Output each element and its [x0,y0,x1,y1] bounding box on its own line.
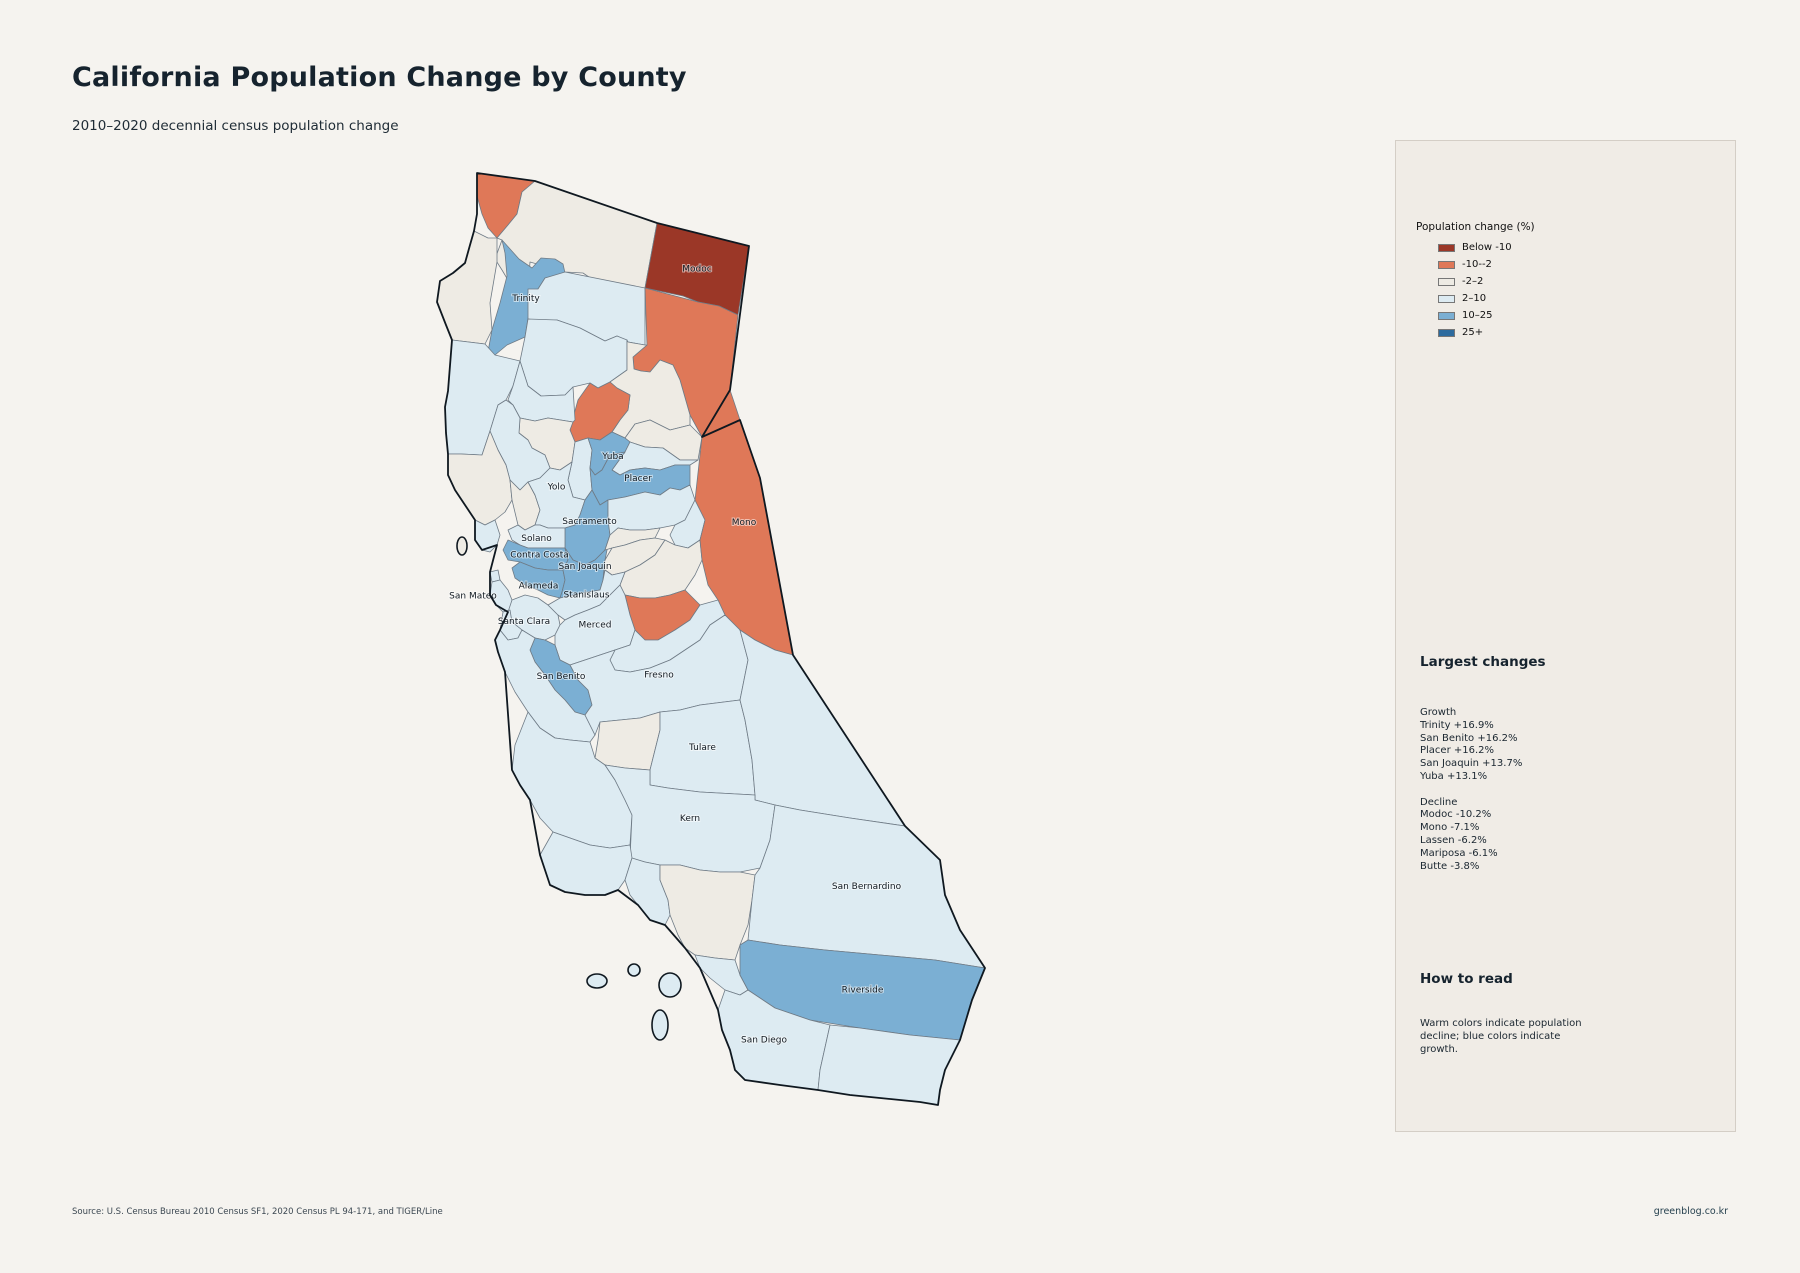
county-label-kern: Kern [680,814,700,824]
county-ventura[interactable] [624,857,671,926]
legend-item: Below -10 [1438,239,1535,256]
legend-label: Below -10 [1462,242,1512,253]
legend-label: 25+ [1462,327,1484,338]
county-label-placer: Placer [624,474,652,484]
county-label-sacramento: Sacramento [562,517,617,527]
county-label-stanislaus: Stanislaus [563,591,609,601]
decline-item: Modoc -10.2% [1420,809,1492,821]
county-kern[interactable] [604,764,776,873]
page-title: California Population Change by County [72,62,687,93]
county-san-luis-obispo[interactable] [651,1009,669,1041]
map-legend: Population change (%) Below -10 -10--2 -2–… [1416,221,1535,341]
county-label-santa-clara: Santa Clara [498,617,550,627]
decline-item: Lassen -6.2% [1420,834,1487,846]
channel-islands [456,536,682,1041]
county-los-angeles[interactable] [659,864,756,961]
legend-swatch [1438,311,1455,320]
county-label-riverside: Riverside [842,986,884,996]
decline-item: Mariposa -6.1% [1420,847,1498,859]
legend-title: Population change (%) [1416,221,1535,233]
county-san-luis-obispo[interactable] [586,973,608,989]
legend-swatch [1438,294,1455,303]
legend-label: -2–2 [1462,276,1484,287]
county-label-tulare: Tulare [688,743,716,753]
how-to-read-text: Warm colors indicate population decline;… [1420,1018,1582,1055]
county-san-luis-obispo[interactable] [627,963,641,977]
county-inyo[interactable] [739,629,906,827]
legend-swatch [1438,277,1455,286]
growth-item: San Benito +16.2% [1420,732,1518,744]
decline-label: Decline [1420,796,1458,808]
legend-swatch [1438,260,1455,269]
legend-item: 10–25 [1438,307,1535,324]
county-label-san-bernardino: San Bernardino [832,882,902,892]
growth-item: San Joaquin +13.7% [1420,758,1523,770]
source-note: Source: U.S. Census Bureau 2010 Census S… [72,1207,443,1217]
legend-item: -10--2 [1438,256,1535,273]
county-label-merced: Merced [578,621,611,631]
growth-item: Yuba +13.1% [1420,770,1488,782]
largest-changes-list: Growth Trinity +16.9% San Benito +16.2% Pl… [1420,707,1522,873]
county-label-san-benito: San Benito [537,672,586,682]
largest-changes-heading: Largest changes [1420,654,1546,670]
county-label-san-diego: San Diego [741,1036,787,1046]
state-outline [436,172,986,1106]
county-label-alameda: Alameda [519,582,559,592]
decline-item: Mono -7.1% [1420,822,1480,834]
county-label-solano: Solano [521,534,552,544]
legend-label: 10–25 [1462,310,1493,321]
how-to-read-heading: How to read [1420,971,1513,987]
growth-item: Placer +16.2% [1420,745,1495,757]
growth-item: Trinity +16.9% [1420,719,1494,731]
county-label-fresno: Fresno [644,671,674,681]
county-label-contra-costa: Contra Costa [510,551,569,561]
legend-item: -2–2 [1438,273,1535,290]
county-label-san-joaquin: San Joaquin [558,562,611,572]
decline-item: Butte -3.8% [1420,860,1480,872]
legend-item: 25+ [1438,324,1535,341]
county-label-mono: Mono [732,518,757,528]
county-shapes [436,172,986,1106]
county-sonoma[interactable] [456,536,468,556]
county-labels: Modoc Trinity Yuba Placer Yolo Sacramento Sola… [448,264,902,1047]
county-san-luis-obispo[interactable] [658,972,682,998]
county-label-modoc: Modoc [682,265,711,275]
growth-label: Growth [1420,707,1457,718]
legend-label: -10--2 [1462,259,1492,270]
county-label-trinity: Trinity [511,294,540,304]
county-label-yolo: Yolo [547,483,566,493]
county-label-san-mateo: San Mateo [449,592,497,602]
county-label-yuba: Yuba [601,452,623,462]
legend-label: 2–10 [1462,293,1487,304]
legend-item: 2–10 [1438,290,1535,307]
legend-swatch [1438,328,1455,337]
credit-link[interactable]: greenblog.co.kr [1653,1206,1728,1217]
legend-swatch [1438,243,1455,252]
page-subtitle: 2010–2020 decennial census population ch… [72,118,399,134]
side-panel: Population change (%) Below -10 -10--2 -2–… [1395,140,1736,1132]
